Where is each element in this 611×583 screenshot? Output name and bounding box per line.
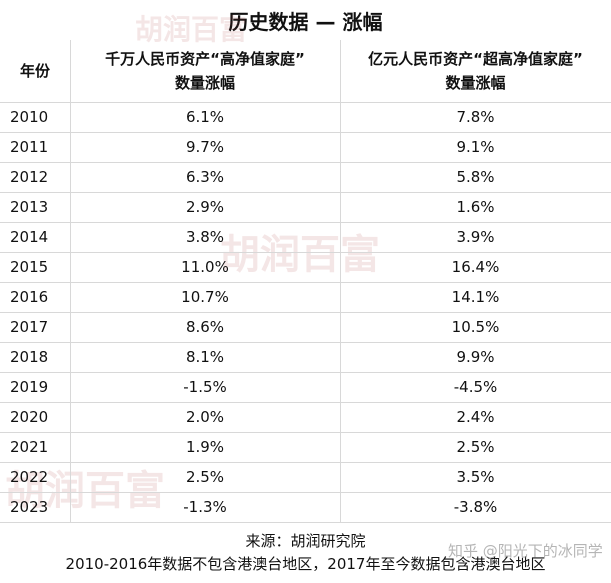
cell: 1.6% [456, 198, 495, 216]
cell: 2020 [10, 408, 49, 426]
rule [0, 222, 611, 223]
rule [340, 40, 341, 522]
rule [0, 282, 611, 283]
rule [0, 132, 611, 133]
cell: 2011 [10, 138, 49, 156]
cell: 3.5% [456, 468, 495, 486]
cell: 2.5% [456, 438, 495, 456]
cell: 14.1% [451, 288, 500, 306]
cell: 6.3% [185, 168, 225, 186]
column-header: 数量涨幅 [445, 74, 506, 92]
watermark: 胡润百富 [5, 468, 165, 514]
cell: 9.9% [456, 348, 495, 366]
rule [0, 342, 611, 343]
cell: 2022 [10, 468, 49, 486]
column-header: 年份 [19, 62, 50, 80]
cell: 11.0% [181, 258, 229, 276]
rule [0, 402, 611, 403]
cell: 2016 [10, 288, 49, 306]
rule [0, 462, 611, 463]
cell: 2019 [10, 378, 49, 396]
cell: 8.1% [185, 348, 225, 366]
cell: 2010 [10, 108, 49, 126]
rule [70, 40, 71, 522]
cell: 16.4% [451, 258, 500, 276]
rule [0, 312, 611, 313]
cell: 5.8% [456, 168, 495, 186]
cell: 2018 [10, 348, 49, 366]
rule [0, 522, 611, 523]
cell: 9.1% [456, 138, 495, 156]
cell: 10.5% [451, 318, 500, 336]
watermark: 胡润百富 [220, 232, 380, 278]
cell: 2012 [10, 168, 49, 186]
source: 来源：胡润研究院 [245, 532, 366, 550]
column-header: 数量涨幅 [174, 74, 235, 92]
rule [0, 492, 611, 493]
rule [0, 372, 611, 373]
cell: 2017 [10, 318, 49, 336]
cell: 2014 [10, 228, 49, 246]
cell: 2.4% [456, 408, 495, 426]
title: 历史数据 — 涨幅 [228, 10, 383, 34]
column-header: 千万人民币资产“高净值家庭” [105, 50, 305, 68]
note: 2010-2016年数据不包含港澳台地区，2017年至今数据包含港澳台地区 [65, 555, 546, 573]
cell: 3.9% [456, 228, 495, 246]
cell: 6.1% [185, 108, 225, 126]
cell: 8.6% [185, 318, 225, 336]
cell: 9.7% [185, 138, 225, 156]
cell: 2021 [10, 438, 49, 456]
watermark: 胡润百富 [135, 13, 248, 46]
zhihu-watermark: 知乎 @阳光下的冰同学 [448, 542, 603, 560]
rule [0, 102, 611, 103]
cell: 2023 [10, 498, 49, 516]
cell: -4.5% [453, 378, 498, 396]
cell: -1.3% [183, 498, 227, 516]
cell: -1.5% [183, 378, 227, 396]
rule [0, 252, 611, 253]
cell: 2.0% [185, 408, 225, 426]
cell: 3.8% [185, 228, 225, 246]
column-header: 亿元人民币资产“超高净值家庭” [368, 50, 583, 68]
cell: -3.8% [453, 498, 498, 516]
rule [0, 162, 611, 163]
cell: 2015 [10, 258, 49, 276]
rule [0, 432, 611, 433]
cell: 2013 [10, 198, 49, 216]
cell: 1.9% [185, 438, 225, 456]
cell: 10.7% [181, 288, 229, 306]
cell: 2.9% [185, 198, 225, 216]
cell: 7.8% [456, 108, 495, 126]
rule [0, 192, 611, 193]
cell: 2.5% [185, 468, 225, 486]
